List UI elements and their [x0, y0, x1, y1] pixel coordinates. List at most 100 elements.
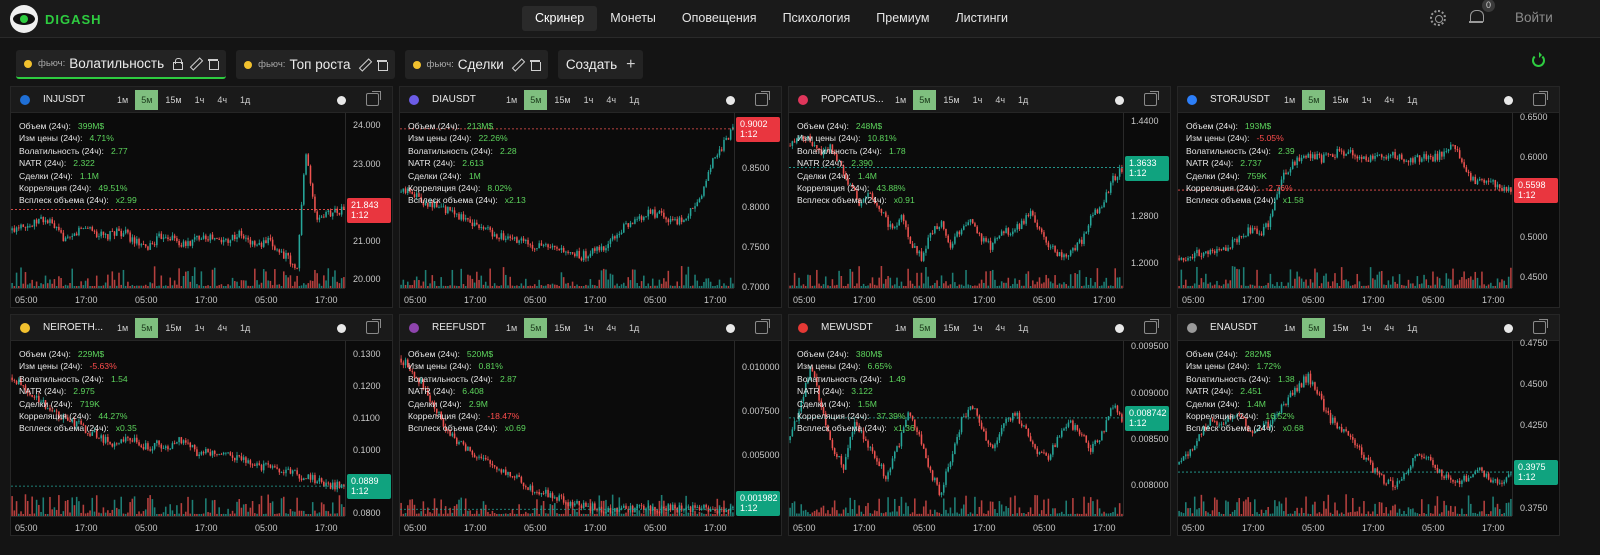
timeframe-button[interactable]: 1д — [240, 323, 251, 333]
delete-trash-icon[interactable] — [208, 58, 220, 70]
timeframe-button[interactable]: 4ч — [217, 95, 228, 105]
timeframe-button[interactable]: 15м — [943, 323, 960, 333]
timeframe-button[interactable]: 4ч — [217, 323, 228, 333]
open-external-icon[interactable] — [755, 319, 770, 334]
open-external-icon[interactable] — [1144, 319, 1159, 334]
symbol-label[interactable]: DIAUSDT — [432, 94, 476, 105]
nav-item[interactable]: Премиум — [876, 11, 930, 25]
timeframe-button[interactable]: 15м — [1332, 323, 1349, 333]
nav-item[interactable]: Листинги — [955, 11, 1009, 25]
preset-tab[interactable]: фьюч: Волатильность — [16, 50, 227, 79]
lock-icon[interactable] — [172, 58, 184, 70]
login-button[interactable]: Войти — [1515, 10, 1553, 25]
nav-item[interactable]: Скринер — [522, 6, 598, 31]
symbol-label[interactable]: STORJUSDT — [1210, 94, 1270, 105]
timeframe-button[interactable]: 1ч — [583, 323, 594, 333]
timeframe-button[interactable]: 1м — [506, 95, 518, 105]
timeframe-button[interactable]: 1д — [629, 95, 640, 105]
timeframe-button[interactable]: 1ч — [972, 95, 983, 105]
refresh-icon[interactable] — [1532, 52, 1545, 67]
settings-gear-icon[interactable] — [1430, 10, 1446, 26]
open-external-icon[interactable] — [366, 319, 381, 334]
edit-pencil-icon[interactable] — [190, 58, 200, 69]
timeframe-button[interactable]: 1ч — [194, 95, 205, 105]
timeframe-button[interactable]: 1д — [1407, 95, 1418, 105]
timeframe-button[interactable]: 5м — [913, 90, 937, 110]
symbol-label[interactable]: NEIROETH... — [43, 322, 104, 333]
status-dot-icon[interactable] — [1504, 96, 1513, 105]
timeframe-button[interactable]: 5м — [913, 318, 937, 338]
volume-bar — [418, 513, 420, 516]
timeframe-button[interactable]: 4ч — [606, 95, 617, 105]
status-dot-icon[interactable] — [1115, 324, 1124, 333]
notifications-bell-icon[interactable] — [1469, 9, 1484, 25]
timeframe-button[interactable]: 1м — [117, 95, 129, 105]
timeframe-button[interactable]: 5м — [1302, 318, 1326, 338]
timeframe-button[interactable]: 1д — [240, 95, 251, 105]
status-dot-icon[interactable] — [726, 96, 735, 105]
nav-item[interactable]: Монеты — [610, 11, 656, 25]
logo[interactable]: DIGASH — [10, 5, 102, 33]
timeframe-button[interactable]: 15м — [165, 95, 182, 105]
symbol-label[interactable]: ENAUSDT — [1210, 322, 1258, 333]
timeframe-button[interactable]: 15м — [554, 95, 571, 105]
preset-tab[interactable]: фьюч: Топ роста — [236, 50, 395, 79]
delete-trash-icon[interactable] — [529, 59, 541, 71]
timeframe-button[interactable]: 1ч — [583, 95, 594, 105]
open-external-icon[interactable] — [1533, 91, 1548, 106]
timeframe-button[interactable]: 15м — [943, 95, 960, 105]
timeframe-button[interactable]: 1д — [1407, 323, 1418, 333]
timeframe-button[interactable]: 1м — [506, 323, 518, 333]
status-dot-icon[interactable] — [726, 324, 735, 333]
timeframe-button[interactable]: 4ч — [995, 95, 1006, 105]
open-external-icon[interactable] — [1533, 319, 1548, 334]
edit-pencil-icon[interactable] — [512, 59, 522, 70]
status-dot-icon[interactable] — [337, 324, 346, 333]
timeframe-button[interactable]: 1м — [895, 95, 907, 105]
volume-bar — [53, 507, 56, 516]
timeframe-button[interactable]: 5м — [524, 318, 548, 338]
volume-bar — [198, 513, 200, 516]
timeframe-button[interactable]: 5м — [135, 318, 159, 338]
open-external-icon[interactable] — [1144, 91, 1159, 106]
timeframe-button[interactable]: 1м — [117, 323, 129, 333]
nav-item[interactable]: Психология — [782, 11, 851, 25]
status-dot-icon[interactable] — [1504, 324, 1513, 333]
symbol-label[interactable]: MEWUSDT — [821, 322, 873, 333]
symbol-label[interactable]: POPCATUS... — [821, 94, 884, 105]
edit-pencil-icon[interactable] — [359, 59, 369, 70]
timeframe-button[interactable]: 4ч — [1384, 95, 1395, 105]
status-dot-icon[interactable] — [1115, 96, 1124, 105]
candle-body — [504, 238, 507, 240]
timeframe-button[interactable]: 15м — [554, 323, 571, 333]
timeframe-button[interactable]: 4ч — [1384, 323, 1395, 333]
timeframe-button[interactable]: 1ч — [972, 323, 983, 333]
timeframe-button[interactable]: 1м — [1284, 323, 1296, 333]
volume-bar — [404, 513, 407, 516]
preset-tab[interactable]: фьюч: Сделки — [404, 50, 548, 79]
timeframe-button[interactable]: 4ч — [995, 323, 1006, 333]
open-external-icon[interactable] — [366, 91, 381, 106]
timeframe-button[interactable]: 1д — [1018, 95, 1029, 105]
timeframe-button[interactable]: 1м — [1284, 95, 1296, 105]
timeframe-button[interactable]: 1д — [629, 323, 640, 333]
timeframe-button[interactable]: 5м — [1302, 90, 1326, 110]
timeframe-button[interactable]: 15м — [1332, 95, 1349, 105]
timeframe-button[interactable]: 1м — [895, 323, 907, 333]
timeframe-button[interactable]: 1ч — [194, 323, 205, 333]
timeframe-button[interactable]: 15м — [165, 323, 182, 333]
timeframe-button[interactable]: 1ч — [1361, 95, 1372, 105]
symbol-label[interactable]: INJUSDT — [43, 94, 86, 105]
volume-bar — [1112, 511, 1114, 516]
delete-trash-icon[interactable] — [376, 59, 388, 71]
timeframe-button[interactable]: 1д — [1018, 323, 1029, 333]
open-external-icon[interactable] — [755, 91, 770, 106]
timeframe-button[interactable]: 5м — [524, 90, 548, 110]
symbol-label[interactable]: REEFUSDT — [432, 322, 486, 333]
timeframe-button[interactable]: 4ч — [606, 323, 617, 333]
nav-item[interactable]: Оповещения — [681, 11, 757, 25]
timeframe-button[interactable]: 1ч — [1361, 323, 1372, 333]
timeframe-button[interactable]: 5м — [135, 90, 159, 110]
status-dot-icon[interactable] — [337, 96, 346, 105]
create-preset-button[interactable]: Создать + — [557, 50, 644, 79]
